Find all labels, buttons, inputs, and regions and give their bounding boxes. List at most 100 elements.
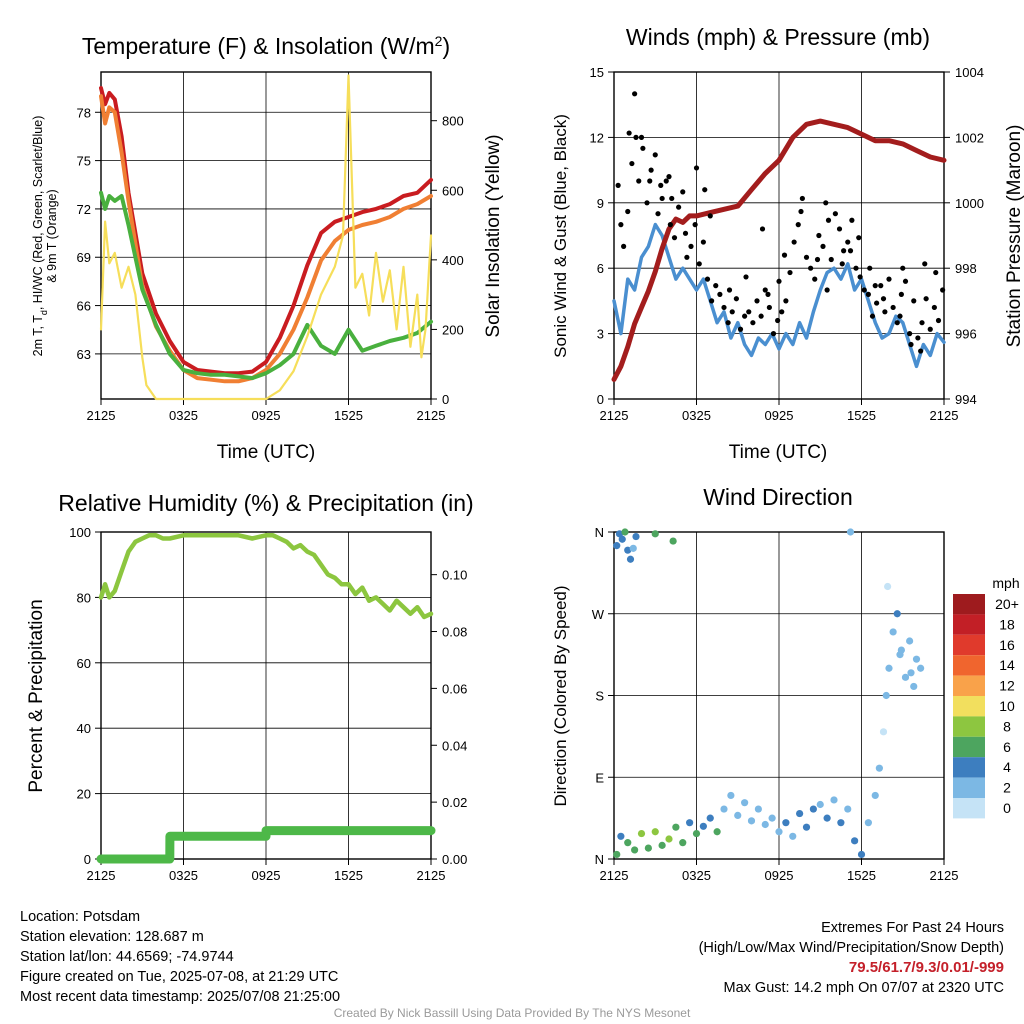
gust-point (762, 287, 768, 293)
wind-direction-point (713, 828, 721, 836)
gust-point (882, 309, 888, 315)
wind-direction-point (846, 528, 855, 536)
gust-point (652, 152, 658, 158)
y-tick-label-right: 0.00 (442, 852, 467, 867)
x-tick-label: 0325 (682, 408, 711, 423)
gust-point (894, 320, 900, 326)
gust-point (659, 195, 665, 202)
gust-point (682, 230, 689, 236)
sonic-wind-line (612, 222, 946, 369)
colorbar-swatch (953, 696, 985, 717)
x-tick-label: 2125 (87, 408, 116, 423)
wind-direction-points (613, 528, 925, 859)
wind-direction-point (782, 819, 790, 827)
gust-point (626, 130, 632, 136)
x-tick-label: 0925 (765, 408, 794, 423)
wind-direction-point (679, 839, 687, 847)
chart-panel-2: 2125 0325 0925 1525 212503691215994996998100… (590, 65, 984, 423)
gust-point (816, 232, 822, 239)
colorbar-swatch (953, 675, 985, 696)
chart-title-winds: Winds (mph) & Pressure (mb) (626, 24, 930, 50)
wind-direction-point (629, 544, 637, 552)
wind-direction-point (658, 841, 666, 849)
gust-point (781, 252, 788, 258)
gust-point (940, 287, 946, 293)
station-elevation: Station elevation: 128.687 m (20, 929, 204, 945)
gust-point (717, 291, 723, 297)
wind-direction-point (651, 828, 659, 836)
wind-direction-point (864, 819, 872, 827)
y-tick-label-right: 600 (442, 183, 464, 198)
wind-direction-point (830, 796, 838, 804)
gust-point (823, 200, 829, 206)
y-tick-label-left: 72 (77, 202, 91, 217)
y-axis-label-insolation: Solar Insolation (Yellow) (483, 134, 504, 337)
gust-point (632, 91, 638, 97)
x-tick-label: 0325 (169, 868, 198, 883)
colorbar-swatch (953, 736, 985, 758)
x-tick-label: 2125 (600, 868, 629, 883)
gust-point (671, 235, 678, 241)
gust-point (915, 335, 921, 341)
gust-point (680, 189, 686, 195)
wind-direction-point (669, 537, 677, 545)
label-part: , HI/WC (Red, Green, Scarlet/Blue) (31, 116, 45, 311)
x-axis-label-winds: Time (UTC) (729, 442, 828, 463)
colorbar-swatch (953, 777, 985, 798)
gust-point (931, 304, 937, 311)
wind-direction-point (624, 839, 632, 847)
label-part: 2m T, T (31, 315, 45, 357)
gust-point (693, 165, 700, 171)
wind-direction-point (761, 820, 769, 829)
colorbar-label: 18 (999, 616, 1015, 632)
colorbar-label: 20+ (995, 596, 1019, 612)
gust-point (880, 296, 887, 302)
y-tick-label-left: 40 (77, 721, 91, 736)
colorbar-swatch (953, 757, 985, 778)
y-axis-label-pressure: Station Pressure (Maroon) (1004, 125, 1024, 348)
credit-line: Created By Nick Bassill Using Data Provi… (333, 1006, 691, 1020)
wind-direction-point (857, 850, 866, 859)
y-tick-label-left: N (595, 852, 604, 867)
y-tick-label-right: 0.06 (442, 681, 467, 696)
gust-point (725, 320, 731, 326)
chart-title-wind-direction: Wind Direction (703, 484, 853, 510)
gust-point (836, 226, 843, 232)
y-tick-label-right: 996 (955, 327, 977, 342)
chart-title-humidity: Relative Humidity (%) & Precipitation (i… (58, 490, 473, 516)
wind-direction-point (823, 814, 831, 822)
y-tick-label-right: 200 (442, 322, 464, 337)
wind-direction-point (896, 651, 904, 659)
y-tick-label-right: 0.10 (442, 568, 467, 583)
gust-point (721, 304, 727, 311)
gust-point (795, 222, 801, 228)
y-tick-label-left: 12 (590, 130, 604, 145)
gust-points (615, 91, 946, 354)
gust-point (841, 248, 847, 254)
x-tick-label: 1525 (847, 868, 876, 883)
y-tick-label-left: 100 (69, 525, 91, 540)
y-tick-label-left: 9 (597, 196, 604, 211)
gust-point (647, 178, 653, 184)
gust-point (900, 265, 906, 271)
gust-point (765, 291, 771, 297)
gust-point (847, 248, 854, 254)
x-tick-label: 0925 (252, 868, 281, 883)
colorbar-label: 2 (1003, 780, 1011, 796)
wind-direction-point (615, 530, 624, 538)
wind-direction-point (844, 805, 852, 813)
wind-direction-point (720, 805, 728, 813)
extremes-title: Extremes For Past 24 Hours (821, 920, 1004, 936)
wind-direction-point (917, 664, 925, 672)
gust-point (890, 304, 896, 311)
x-tick-label: 0925 (765, 868, 794, 883)
y-tick-label-left: 3 (597, 327, 604, 342)
gust-point (799, 195, 805, 202)
gust-point (861, 287, 867, 293)
y-tick-label-left: 0 (597, 392, 604, 407)
wind-direction-point (879, 728, 888, 736)
gust-point (667, 222, 673, 228)
gust-point (766, 304, 772, 311)
wind-direction-point (617, 832, 625, 840)
